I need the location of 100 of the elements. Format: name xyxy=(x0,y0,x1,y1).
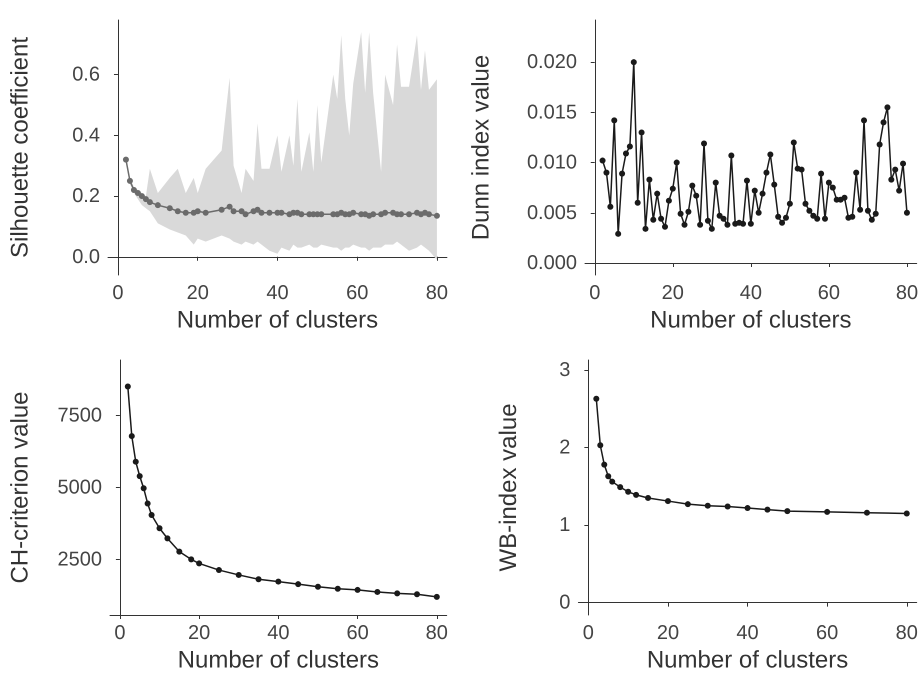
point xyxy=(266,210,272,216)
point xyxy=(226,204,233,210)
point xyxy=(601,462,608,468)
point xyxy=(406,211,412,218)
y-tick-label: 1 xyxy=(559,514,570,536)
y-tick-label: 2 xyxy=(559,436,570,459)
x-tick-label: 80 xyxy=(426,622,448,644)
y-tick-label: 0.005 xyxy=(526,202,577,224)
x-axis-title: Number of clusters xyxy=(646,646,848,674)
point xyxy=(597,442,604,448)
point xyxy=(724,503,731,510)
point xyxy=(374,588,380,595)
point xyxy=(664,498,671,504)
point xyxy=(176,548,182,555)
point xyxy=(864,510,870,516)
x-tick-label: 0 xyxy=(112,282,124,304)
x-tick-label: 80 xyxy=(896,282,918,304)
x-tick-label: 0 xyxy=(589,282,600,304)
point xyxy=(414,591,420,598)
point xyxy=(144,500,151,506)
y-tick-label: 5000 xyxy=(58,476,102,498)
point xyxy=(174,208,181,214)
point xyxy=(633,492,640,498)
point xyxy=(124,384,131,390)
point xyxy=(202,210,209,216)
point xyxy=(196,560,202,566)
point xyxy=(218,206,225,213)
point xyxy=(275,578,282,585)
x-tick-label: 0 xyxy=(114,622,126,644)
point xyxy=(394,590,400,596)
point xyxy=(236,572,242,578)
x-tick-label: 20 xyxy=(186,282,209,304)
point xyxy=(704,502,711,509)
x-tick-label: 40 xyxy=(267,622,290,644)
point xyxy=(354,586,361,593)
point xyxy=(188,556,194,562)
y-tick-label: 7500 xyxy=(58,404,102,426)
point xyxy=(314,584,321,590)
point xyxy=(132,458,139,465)
y-tick-label: 0.2 xyxy=(72,185,100,208)
point xyxy=(142,196,149,202)
point xyxy=(128,433,135,440)
point xyxy=(122,156,129,163)
y-tick-label: 0.000 xyxy=(526,252,577,274)
point xyxy=(146,199,153,206)
point xyxy=(426,211,432,218)
point xyxy=(242,211,249,218)
y-tick-label: 0 xyxy=(559,592,570,614)
point xyxy=(154,202,161,208)
point xyxy=(824,508,830,515)
point xyxy=(609,478,616,485)
x-tick-label: 0 xyxy=(582,622,594,644)
point xyxy=(134,190,141,196)
x-tick-label: 20 xyxy=(656,622,680,644)
point xyxy=(370,211,376,218)
x-tick-label: 60 xyxy=(818,282,840,304)
point xyxy=(230,208,237,214)
point xyxy=(258,210,264,216)
point xyxy=(182,210,189,216)
x-tick-label: 40 xyxy=(736,622,759,644)
y-axis-title: Dunn index value xyxy=(468,54,494,240)
point xyxy=(434,594,440,600)
x-tick-label: 40 xyxy=(266,282,289,304)
point xyxy=(784,508,790,514)
x-axis-title: Number of clusters xyxy=(178,646,380,674)
point xyxy=(164,535,170,542)
point xyxy=(593,396,600,402)
y-axis-title: CH-criterion value xyxy=(6,391,34,584)
y-axis-title: Silhouette coefficient xyxy=(6,36,34,258)
point xyxy=(140,485,147,492)
point xyxy=(298,211,304,218)
point xyxy=(156,525,163,532)
y-tick-label: 0.4 xyxy=(72,124,100,146)
point xyxy=(605,473,612,480)
point xyxy=(382,210,388,216)
point xyxy=(625,488,632,495)
y-tick-label: 0.010 xyxy=(526,152,577,174)
point xyxy=(148,512,155,518)
x-axis-title: Number of clusters xyxy=(650,306,852,334)
point xyxy=(126,178,133,184)
y-tick-label: 2500 xyxy=(58,548,102,570)
point xyxy=(216,567,222,574)
x-tick-label: 60 xyxy=(346,622,369,644)
point xyxy=(744,505,751,512)
point xyxy=(136,473,143,480)
x-axis-title: Number of clusters xyxy=(176,306,378,334)
point xyxy=(256,576,262,582)
y-tick-label: 3 xyxy=(559,359,570,382)
point xyxy=(645,494,652,501)
y-tick-label: 0.6 xyxy=(72,64,100,86)
x-tick-label: 80 xyxy=(426,282,448,304)
point xyxy=(138,193,145,200)
y-tick-label: 0.015 xyxy=(526,101,577,124)
point xyxy=(334,586,341,592)
point xyxy=(295,581,302,588)
point xyxy=(617,484,624,490)
x-tick-label: 80 xyxy=(896,622,918,644)
point xyxy=(130,187,137,193)
point xyxy=(684,501,691,508)
point xyxy=(350,210,356,216)
